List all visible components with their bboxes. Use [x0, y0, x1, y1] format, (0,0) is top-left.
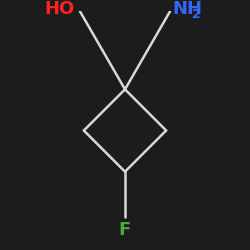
Text: F: F	[119, 221, 131, 239]
Text: NH: NH	[173, 0, 203, 18]
Text: HO: HO	[44, 0, 74, 18]
Text: 2: 2	[192, 8, 201, 21]
